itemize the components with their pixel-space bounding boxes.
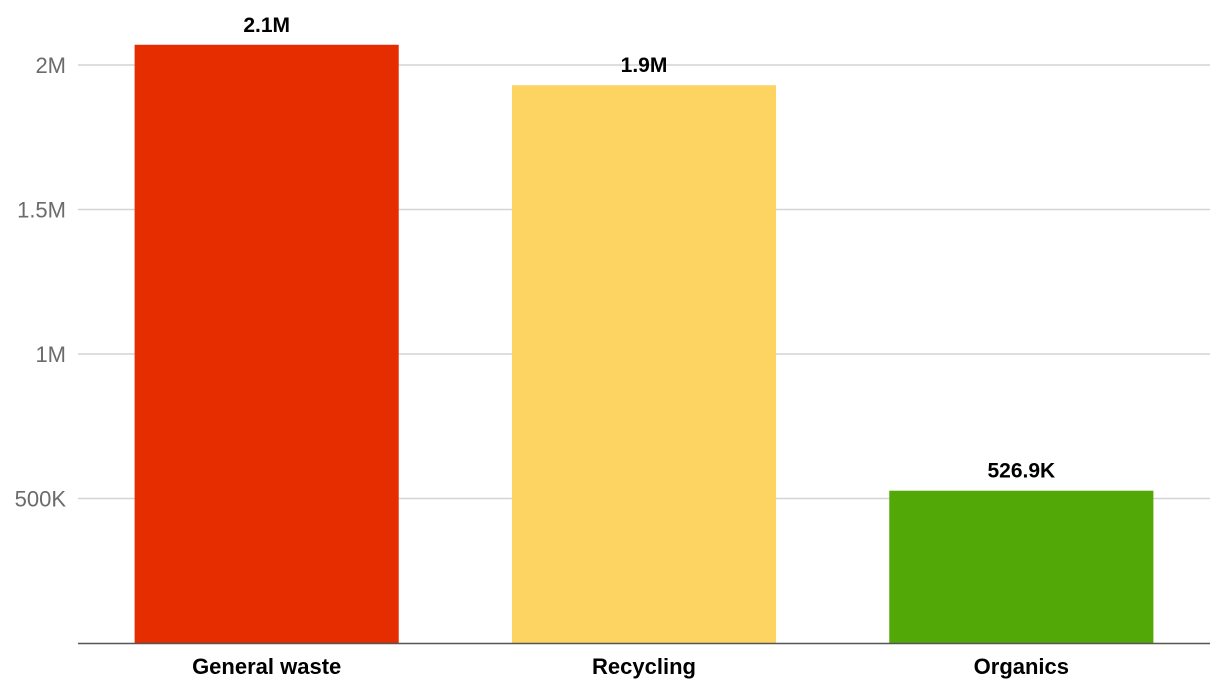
bar [134, 44, 399, 643]
data-label: 1.9M [621, 54, 668, 77]
y-axis-ticks: 500K 1M 1.5M 2M [15, 53, 67, 512]
x-tick-label: Recycling [592, 654, 696, 679]
data-labels: 2.1M 1.9M 526.9K [243, 14, 1055, 483]
y-tick-label: 1.5M [17, 198, 66, 223]
y-tick-label: 2M [35, 53, 66, 78]
bars [134, 44, 1154, 644]
data-label: 526.9K [987, 460, 1055, 483]
x-tick-label: General waste [192, 654, 341, 679]
bar [889, 490, 1154, 643]
bar [511, 85, 777, 644]
y-tick-label: 500K [15, 487, 67, 512]
x-tick-label: Organics [974, 654, 1069, 679]
data-label: 2.1M [243, 14, 290, 37]
y-tick-label: 1M [35, 342, 66, 367]
x-axis-ticks: General waste Recycling Organics [192, 654, 1069, 679]
